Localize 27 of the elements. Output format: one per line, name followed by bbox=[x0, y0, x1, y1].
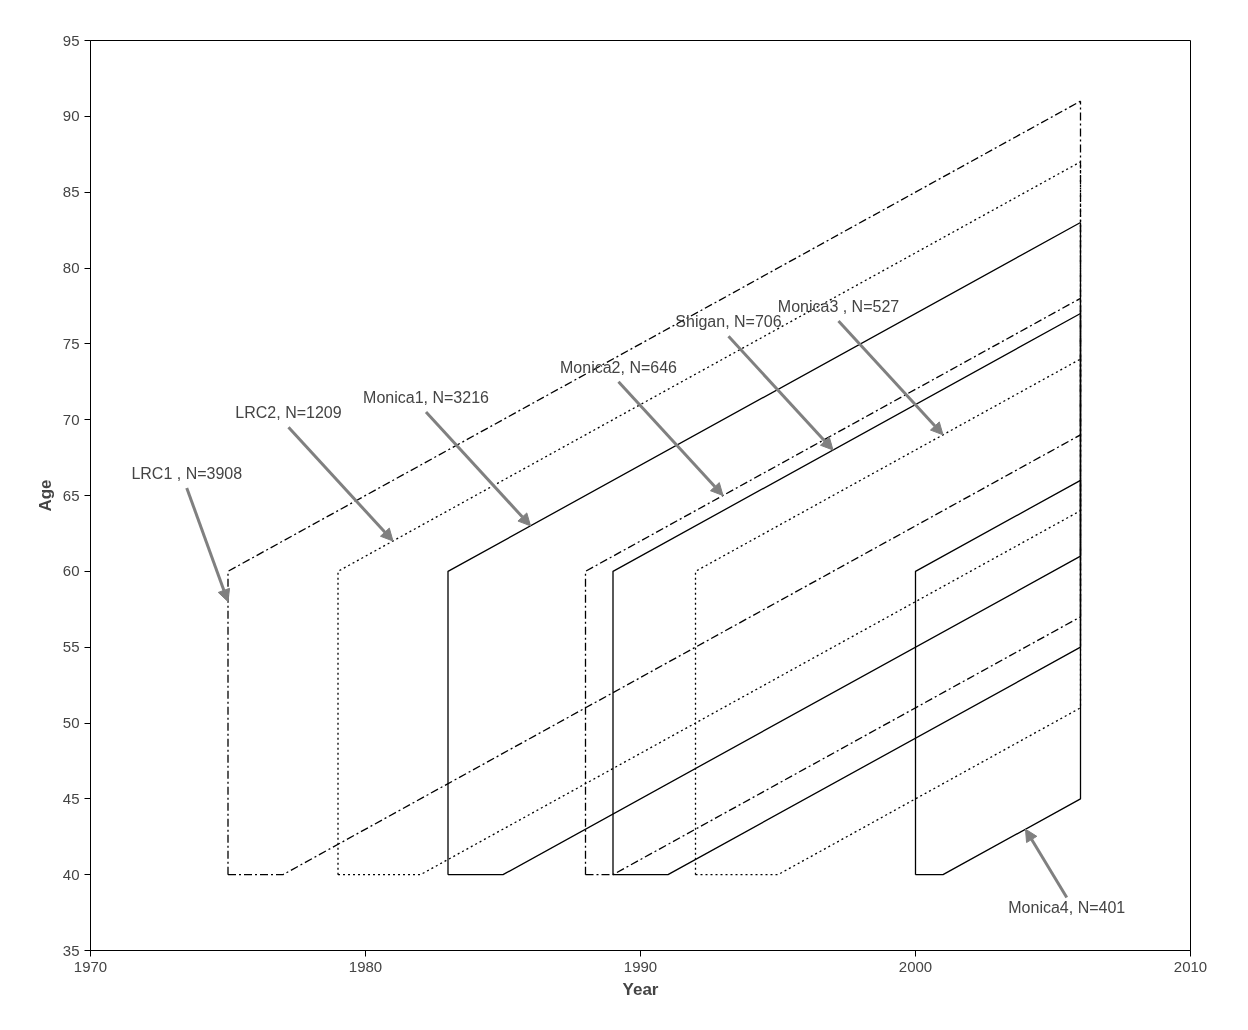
y-tick-label: 65 bbox=[62, 486, 80, 504]
annotation: Monica1, N=3216 bbox=[363, 389, 490, 407]
y-tick-label: 35 bbox=[62, 941, 80, 959]
x-tick-label: 1990 bbox=[623, 957, 658, 975]
y-tick-label: 85 bbox=[62, 183, 80, 201]
y-tick-label: 95 bbox=[62, 31, 80, 49]
y-tick-label: 70 bbox=[62, 410, 80, 428]
annotation: LRC1 , N=3908 bbox=[131, 464, 243, 482]
x-tick-label: 2000 bbox=[898, 957, 933, 975]
y-tick-label: 80 bbox=[62, 259, 80, 276]
y-axis-title: Age bbox=[35, 479, 55, 512]
x-axis-title: Year bbox=[622, 979, 659, 999]
annotation: LRC2, N=1209 bbox=[235, 404, 342, 422]
y-tick-label: 75 bbox=[62, 334, 80, 352]
x-tick-label: 2010 bbox=[1173, 957, 1208, 975]
y-tick-label: 60 bbox=[62, 562, 80, 580]
y-tick-label: 45 bbox=[62, 789, 80, 807]
annotation: Monica4, N=401 bbox=[1008, 899, 1126, 917]
annotation: Monica3 , N=527 bbox=[777, 298, 900, 316]
annotation: Monica2, N=646 bbox=[560, 358, 678, 376]
x-tick-label: 1980 bbox=[348, 957, 383, 975]
y-tick-label: 90 bbox=[62, 107, 80, 125]
y-tick-label: 50 bbox=[62, 714, 80, 731]
y-tick-label: 55 bbox=[62, 638, 80, 656]
x-tick-label: 1970 bbox=[73, 957, 108, 975]
annotation: Shigan, N=706 bbox=[675, 313, 782, 331]
y-tick-label: 40 bbox=[62, 865, 80, 883]
